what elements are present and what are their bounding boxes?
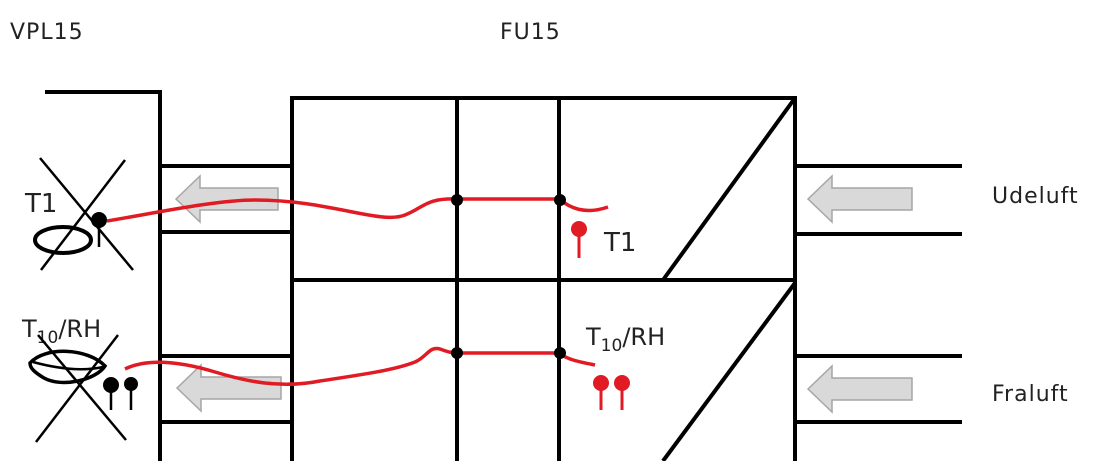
right-duct-bottom [795, 354, 962, 424]
cable-junctions [451, 194, 566, 359]
left-arrow-icon [175, 363, 282, 413]
new-sensor-top: T1 [571, 221, 636, 258]
heat-exchanger-diagonal-bottom [661, 281, 797, 463]
main-unit-box [290, 96, 797, 463]
temperature-probe-icon [103, 377, 119, 393]
left-arrow-icon [806, 174, 913, 224]
humidity-probe-icon [614, 375, 630, 391]
junction-dot [451, 194, 463, 206]
exhaust-air-label: Fraluft [992, 382, 1069, 407]
temperature-probe-icon [91, 212, 107, 228]
left-duct-top [160, 164, 292, 234]
left-arrow-icon [806, 364, 913, 414]
removed-sensor-top: T1 [24, 157, 134, 271]
temperature-probe-icon [593, 375, 609, 391]
sensor-label-right-top: T1 [603, 228, 636, 258]
outdoor-air-label: Udeluft [992, 184, 1079, 209]
sensor-label-right-bottom: T10/RH [585, 323, 665, 356]
main-unit-label: FU15 [500, 20, 561, 45]
cross-icon [35, 334, 127, 443]
heat-exchanger-diagonal-top [661, 96, 797, 282]
removed-sensor-bottom: T10/RH [21, 315, 138, 443]
new-sensor-bottom: T10/RH [585, 323, 665, 410]
left-unit-label: VPL15 [10, 20, 84, 45]
junction-dot [451, 347, 463, 359]
ring-probe-icon [33, 225, 93, 255]
junction-dot [554, 347, 566, 359]
right-duct-top [795, 164, 962, 236]
junction-dot [554, 194, 566, 206]
sensor-label-left-top: T1 [24, 189, 57, 219]
sensor-label-left-bottom: T10/RH [21, 315, 101, 348]
left-duct-bottom [160, 354, 292, 424]
left-unit-housing [45, 90, 162, 461]
left-arrow-icon [174, 174, 279, 224]
temperature-probe-icon [124, 377, 138, 391]
cross-icon [39, 157, 134, 271]
temperature-probe-icon [571, 221, 587, 237]
